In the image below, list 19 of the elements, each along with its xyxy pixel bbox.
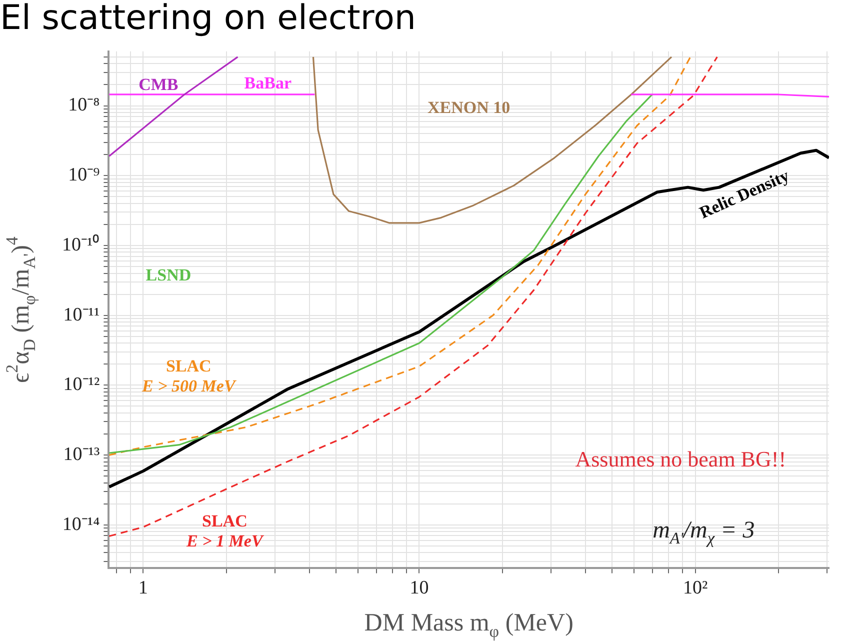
x-tick-label: 10 xyxy=(410,578,429,599)
y-tick-label: 10⁻¹⁴ xyxy=(62,514,100,535)
text: LSND xyxy=(146,266,192,285)
text: ϵ2αD (mφ/mA')4 xyxy=(2,236,40,383)
y-tick-label: 10⁻¹⁰ xyxy=(62,233,100,256)
y-tick-label: 10⁻¹¹ xyxy=(63,304,100,326)
series-label: SLAC E > 500 MeV xyxy=(141,356,237,396)
text: XENON 10 xyxy=(428,98,510,118)
y-tick-label: 10⁻⁹ xyxy=(68,164,100,186)
y-tick-label: 10⁻⁸ xyxy=(68,94,100,116)
series-label: BaBar xyxy=(244,73,292,92)
series-label: SLAC E > 1 MeV xyxy=(186,511,264,550)
y-tick-label: 10⁻¹² xyxy=(63,374,100,396)
chart-title: El scattering on electron xyxy=(0,0,416,38)
x-tick-label: 10² xyxy=(682,578,708,599)
series-label: CMB xyxy=(138,74,178,94)
y-tick-label: 10⁻¹³ xyxy=(63,444,100,466)
annotation: Assumes no beam BG!! xyxy=(575,446,786,472)
x-tick-label: 1 xyxy=(138,578,148,599)
